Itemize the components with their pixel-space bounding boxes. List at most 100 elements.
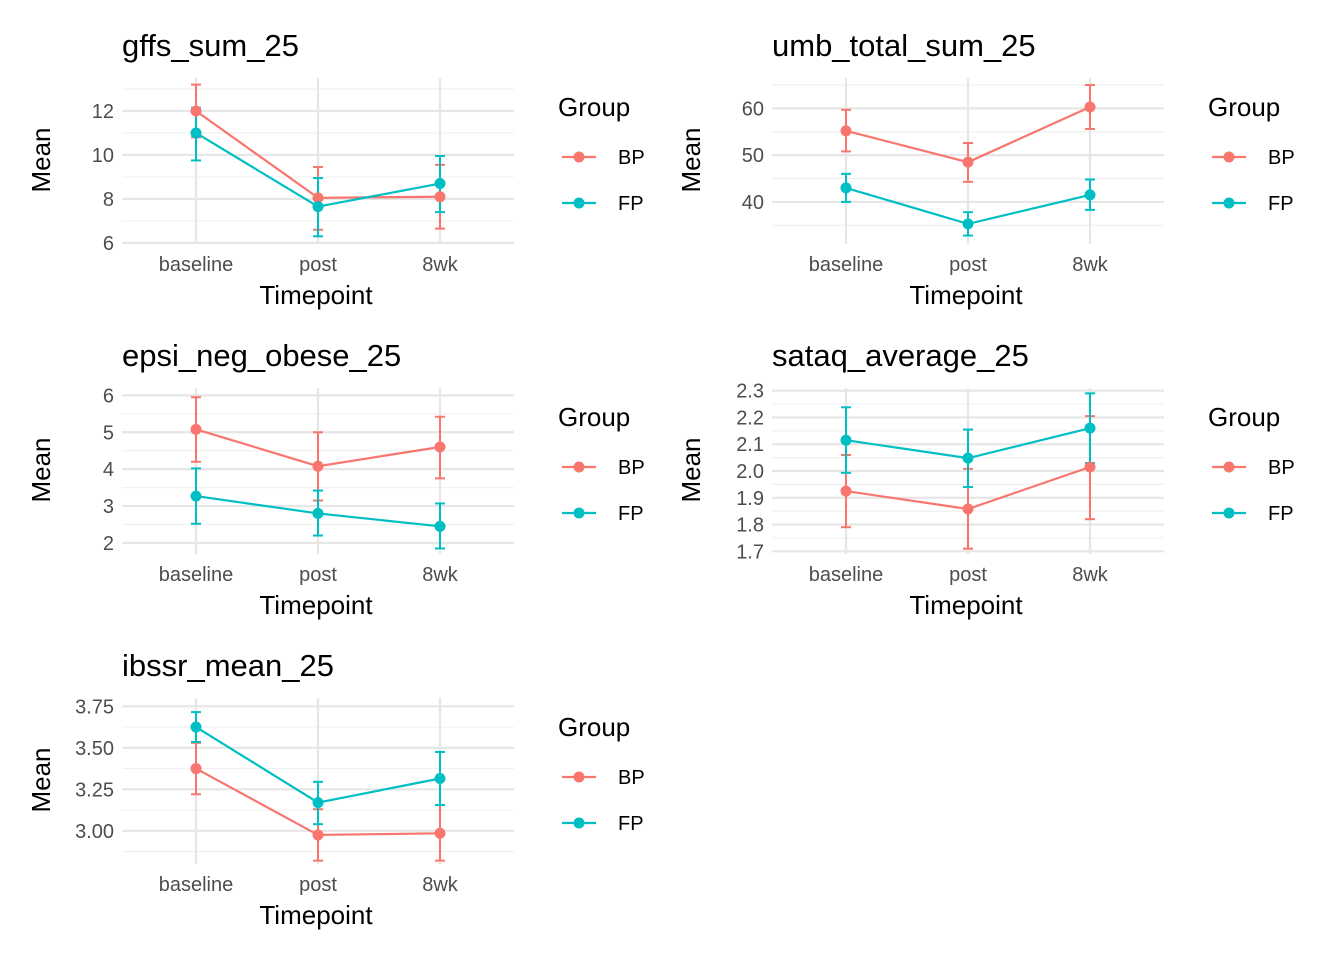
y-tick-label: 6 — [103, 385, 114, 407]
legend-title: Group — [558, 402, 630, 432]
y-tick-label: 1.8 — [736, 515, 764, 537]
legend-key-point-BP — [573, 461, 585, 473]
legend-key-point-FP — [1223, 197, 1235, 209]
x-tick-label: post — [299, 564, 337, 586]
data-point-FP — [962, 452, 974, 464]
x-tick-label: post — [299, 874, 337, 896]
data-point-BP — [962, 503, 974, 515]
x-axis-label: Timepoint — [909, 590, 1023, 620]
data-point-BP — [190, 105, 202, 117]
y-tick-label: 3.00 — [75, 821, 114, 843]
data-point-BP — [434, 441, 446, 453]
legend-key-point-BP — [573, 151, 585, 163]
panel-epsi_neg_obese_25: 2 3 4 5 6 baseline post 8wk epsi_neg_obese_25 Tim… — [26, 338, 645, 620]
y-tick-label: 1.7 — [736, 541, 764, 563]
y-axis-label: Mean — [26, 127, 56, 192]
data-point-BP — [962, 156, 974, 168]
legend-label-BP: BP — [618, 147, 645, 169]
panel-title: ibssr_mean_25 — [122, 648, 334, 683]
y-axis-label: Mean — [676, 437, 706, 502]
panel-title: sataq_average_25 — [772, 338, 1029, 373]
legend-label-BP: BP — [618, 457, 645, 479]
x-tick-label: 8wk — [1072, 564, 1109, 586]
legend-label-FP: FP — [1268, 503, 1294, 525]
y-tick-label: 12 — [92, 101, 114, 123]
y-tick-label: 60 — [742, 98, 764, 120]
x-tick-label: baseline — [159, 564, 234, 586]
data-point-BP — [840, 125, 852, 137]
data-point-BP — [1084, 101, 1096, 113]
data-point-FP — [840, 434, 852, 446]
x-tick-label: baseline — [159, 254, 234, 276]
data-point-FP — [434, 520, 446, 532]
y-tick-label: 1.9 — [736, 488, 764, 510]
y-tick-label: 2.1 — [736, 434, 764, 456]
data-point-BP — [312, 460, 324, 472]
data-point-BP — [190, 763, 202, 775]
panel-sataq_average_25: 1.7 1.8 1.9 2.0 2.1 2.2 2.3 baseline post 8wk sata… — [676, 338, 1295, 620]
legend-title: Group — [1208, 92, 1280, 122]
y-tick-label: 8 — [103, 189, 114, 211]
legend-title: Group — [1208, 402, 1280, 432]
panel-umb_total_sum_25: 40 50 60 baseline post 8wk umb_total_sum_25 Tim… — [676, 28, 1295, 310]
legend-key-point-FP — [1223, 507, 1235, 519]
x-tick-label: 8wk — [422, 874, 459, 896]
x-axis-label: Timepoint — [259, 590, 373, 620]
panel-title: umb_total_sum_25 — [772, 28, 1036, 63]
legend-key-point-BP — [1223, 151, 1235, 163]
legend-key-point-FP — [573, 197, 585, 209]
x-tick-label: baseline — [809, 254, 884, 276]
x-tick-label: 8wk — [1072, 254, 1109, 276]
legend-key-point-BP — [573, 771, 585, 783]
data-point-FP — [190, 490, 202, 502]
data-point-BP — [1084, 461, 1096, 473]
data-point-BP — [434, 191, 446, 203]
panel-title: epsi_neg_obese_25 — [122, 338, 401, 373]
data-point-BP — [312, 829, 324, 841]
y-axis-label: Mean — [676, 127, 706, 192]
data-point-FP — [312, 507, 324, 519]
y-tick-label: 40 — [742, 192, 764, 214]
y-tick-label: 10 — [92, 145, 114, 167]
legend-key-point-FP — [573, 817, 585, 829]
data-point-FP — [434, 178, 446, 190]
data-point-FP — [434, 773, 446, 785]
x-tick-label: post — [949, 564, 987, 586]
legend-label-BP: BP — [618, 767, 645, 789]
x-axis-label: Timepoint — [259, 280, 373, 310]
y-tick-label: 5 — [103, 422, 114, 444]
y-tick-label: 3.50 — [75, 738, 114, 760]
y-tick-label: 6 — [103, 233, 114, 255]
legend-label-FP: FP — [618, 813, 644, 835]
legend-title: Group — [558, 92, 630, 122]
legend-label-FP: FP — [1268, 193, 1294, 215]
legend-key-point-BP — [1223, 461, 1235, 473]
data-point-BP — [434, 827, 446, 839]
panel-ibssr_mean_25: 3.00 3.25 3.50 3.75 baseline post 8wk ibssr_mea… — [26, 648, 645, 930]
x-axis-label: Timepoint — [259, 900, 373, 930]
data-point-FP — [190, 127, 202, 139]
data-point-FP — [312, 797, 324, 809]
data-point-FP — [1084, 422, 1096, 434]
y-tick-label: 3.25 — [75, 779, 114, 801]
legend-label-FP: FP — [618, 193, 644, 215]
y-tick-label: 2.0 — [736, 461, 764, 483]
legend-key-point-FP — [573, 507, 585, 519]
panel-title: gffs_sum_25 — [122, 28, 299, 63]
y-tick-label: 2.2 — [736, 407, 764, 429]
x-tick-label: post — [949, 254, 987, 276]
x-tick-label: baseline — [809, 564, 884, 586]
data-point-FP — [190, 721, 202, 733]
y-tick-label: 3.75 — [75, 696, 114, 718]
y-tick-label: 50 — [742, 145, 764, 167]
legend-label-FP: FP — [618, 503, 644, 525]
data-point-BP — [312, 192, 324, 204]
y-tick-label: 2 — [103, 533, 114, 555]
y-axis-label: Mean — [26, 747, 56, 812]
y-tick-label: 3 — [103, 496, 114, 518]
y-axis-label: Mean — [26, 437, 56, 502]
data-point-BP — [840, 485, 852, 497]
x-tick-label: 8wk — [422, 254, 459, 276]
panel-gffs_sum_25: 6 8 10 12 baseline post 8wk gffs_sum_25 Timepoin… — [26, 28, 645, 310]
